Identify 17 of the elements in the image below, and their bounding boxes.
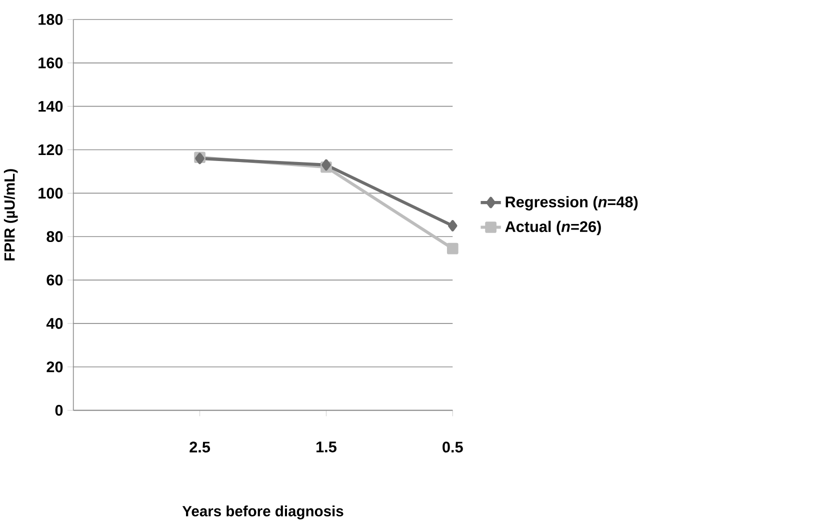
y-tick-label: 120 <box>38 144 63 156</box>
y-tick-label: 160 <box>38 57 63 68</box>
legend-label: Actual (n=26) <box>505 220 601 235</box>
y-axis-title: FPIR (µU/mL) <box>4 168 18 260</box>
x-tick-label: 2.5 <box>190 441 210 452</box>
y-tick-label: 80 <box>46 231 63 242</box>
x-axis-title: Years before diagnosis <box>182 505 344 520</box>
y-tick-label: 60 <box>46 274 63 286</box>
y-tick-label: 0 <box>55 404 63 416</box>
y-tick-label: 180 <box>38 14 63 25</box>
y-tick-label: 100 <box>38 188 63 198</box>
x-tick-label: 0.5 <box>442 441 463 452</box>
y-tick-label: 140 <box>38 100 63 112</box>
y-tick-label: 40 <box>46 318 63 329</box>
y-tick-label: 20 <box>46 361 63 372</box>
legend-label: Regression (n=48) <box>506 196 638 210</box>
x-tick-label: 1.5 <box>316 442 336 452</box>
